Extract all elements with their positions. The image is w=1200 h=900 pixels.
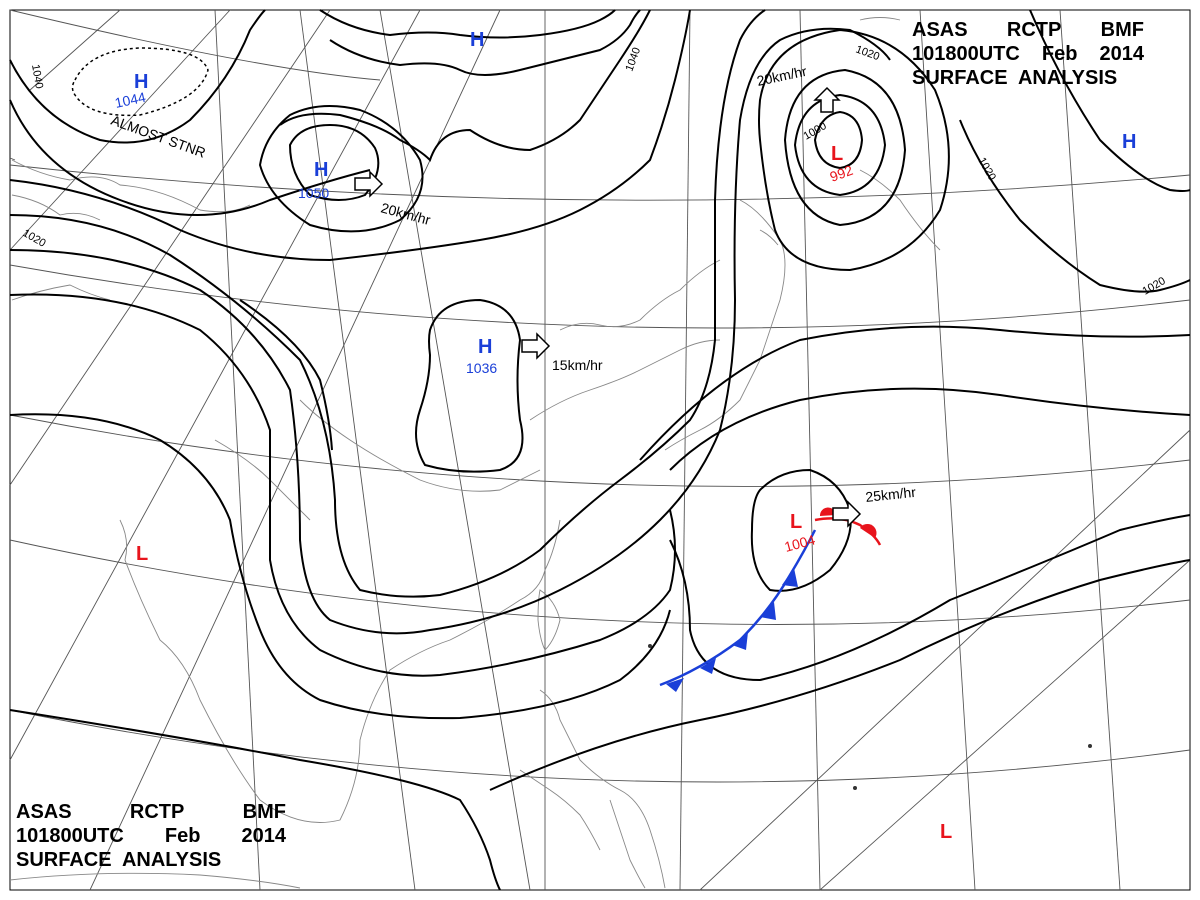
chart-title: SURFACE ANALYSIS [912,67,1118,89]
low-symbol: L [831,143,843,165]
isobar [9,413,671,720]
high-symbol: H [470,29,484,51]
high-value: 1044 [113,89,147,111]
high-centers: H H H H H [134,29,1136,358]
isobar [783,68,907,227]
isobar [489,559,1191,791]
warm-front [814,507,882,546]
station-plots [648,644,1092,790]
motion-arrows [354,86,862,528]
station-code: RCTP [1006,19,1062,41]
motion-arrow [813,86,841,113]
product-code: BMF [1100,19,1144,41]
isobar [239,299,333,451]
chart-header-top: ASAS RCTP BMF 101800UTC Feb 2014 SURFACE… [912,18,1144,90]
isobar [1029,9,1191,192]
isobar [639,325,1191,461]
chart-header-bottom: ASAS RCTP BMF 101800UTC Feb 2014 SURFACE… [16,800,286,872]
high-symbol: H [134,71,148,93]
product-code: BMF [242,801,286,823]
dotted-contour [71,47,209,117]
high-symbol: H [1122,131,1136,153]
isobar [258,105,424,233]
low-value: 992 [828,162,856,185]
isobar [9,709,501,891]
isobar [319,9,616,39]
valid-time: 101800UTC [912,43,1020,65]
coastlines [9,17,941,889]
isobar-label: 1040 [29,63,45,89]
isobar [9,27,891,635]
high-value: 1036 [466,360,497,376]
valid-time: 101800UTC [16,825,124,847]
station-code: RCTP [129,801,185,823]
isobar [415,298,524,473]
isobar [750,468,852,592]
agency-code: ASAS [16,801,72,823]
agency-code: ASAS [912,19,968,41]
isobar [669,387,1191,471]
chart-title: SURFACE ANALYSIS [16,849,222,871]
isobar [329,9,641,76]
cold-front [659,529,817,692]
isobars [9,9,1191,891]
valid-month: Feb [164,825,201,847]
low-symbol: L [940,821,952,843]
valid-year: 2014 [241,825,287,847]
isobar [9,9,266,144]
motion-label: 25km/hr [865,484,917,505]
low-value: 1004 [783,531,817,555]
low-symbol: L [136,543,148,565]
high-symbol: H [314,159,328,181]
isobar [9,9,766,598]
high-symbol: H [478,336,492,358]
isobar [279,9,651,162]
isobar [9,9,691,262]
low-symbol: L [790,511,802,533]
motion-arrow [354,170,384,198]
isobar [9,293,676,677]
isobar [793,93,887,197]
isobar [813,110,864,170]
motion-arrow [521,332,551,360]
isobar [758,28,950,272]
isobar [288,123,380,201]
valid-year: 2014 [1099,43,1145,65]
isobar [959,119,1191,293]
isobar [9,99,371,216]
low-centers: L L L L [136,143,952,843]
isobar [669,514,1191,682]
motion-arrow [832,500,862,528]
valid-month: Feb [1041,43,1078,65]
motion-label: 15km/hr [552,357,603,373]
high-value: 1050 [298,185,329,201]
